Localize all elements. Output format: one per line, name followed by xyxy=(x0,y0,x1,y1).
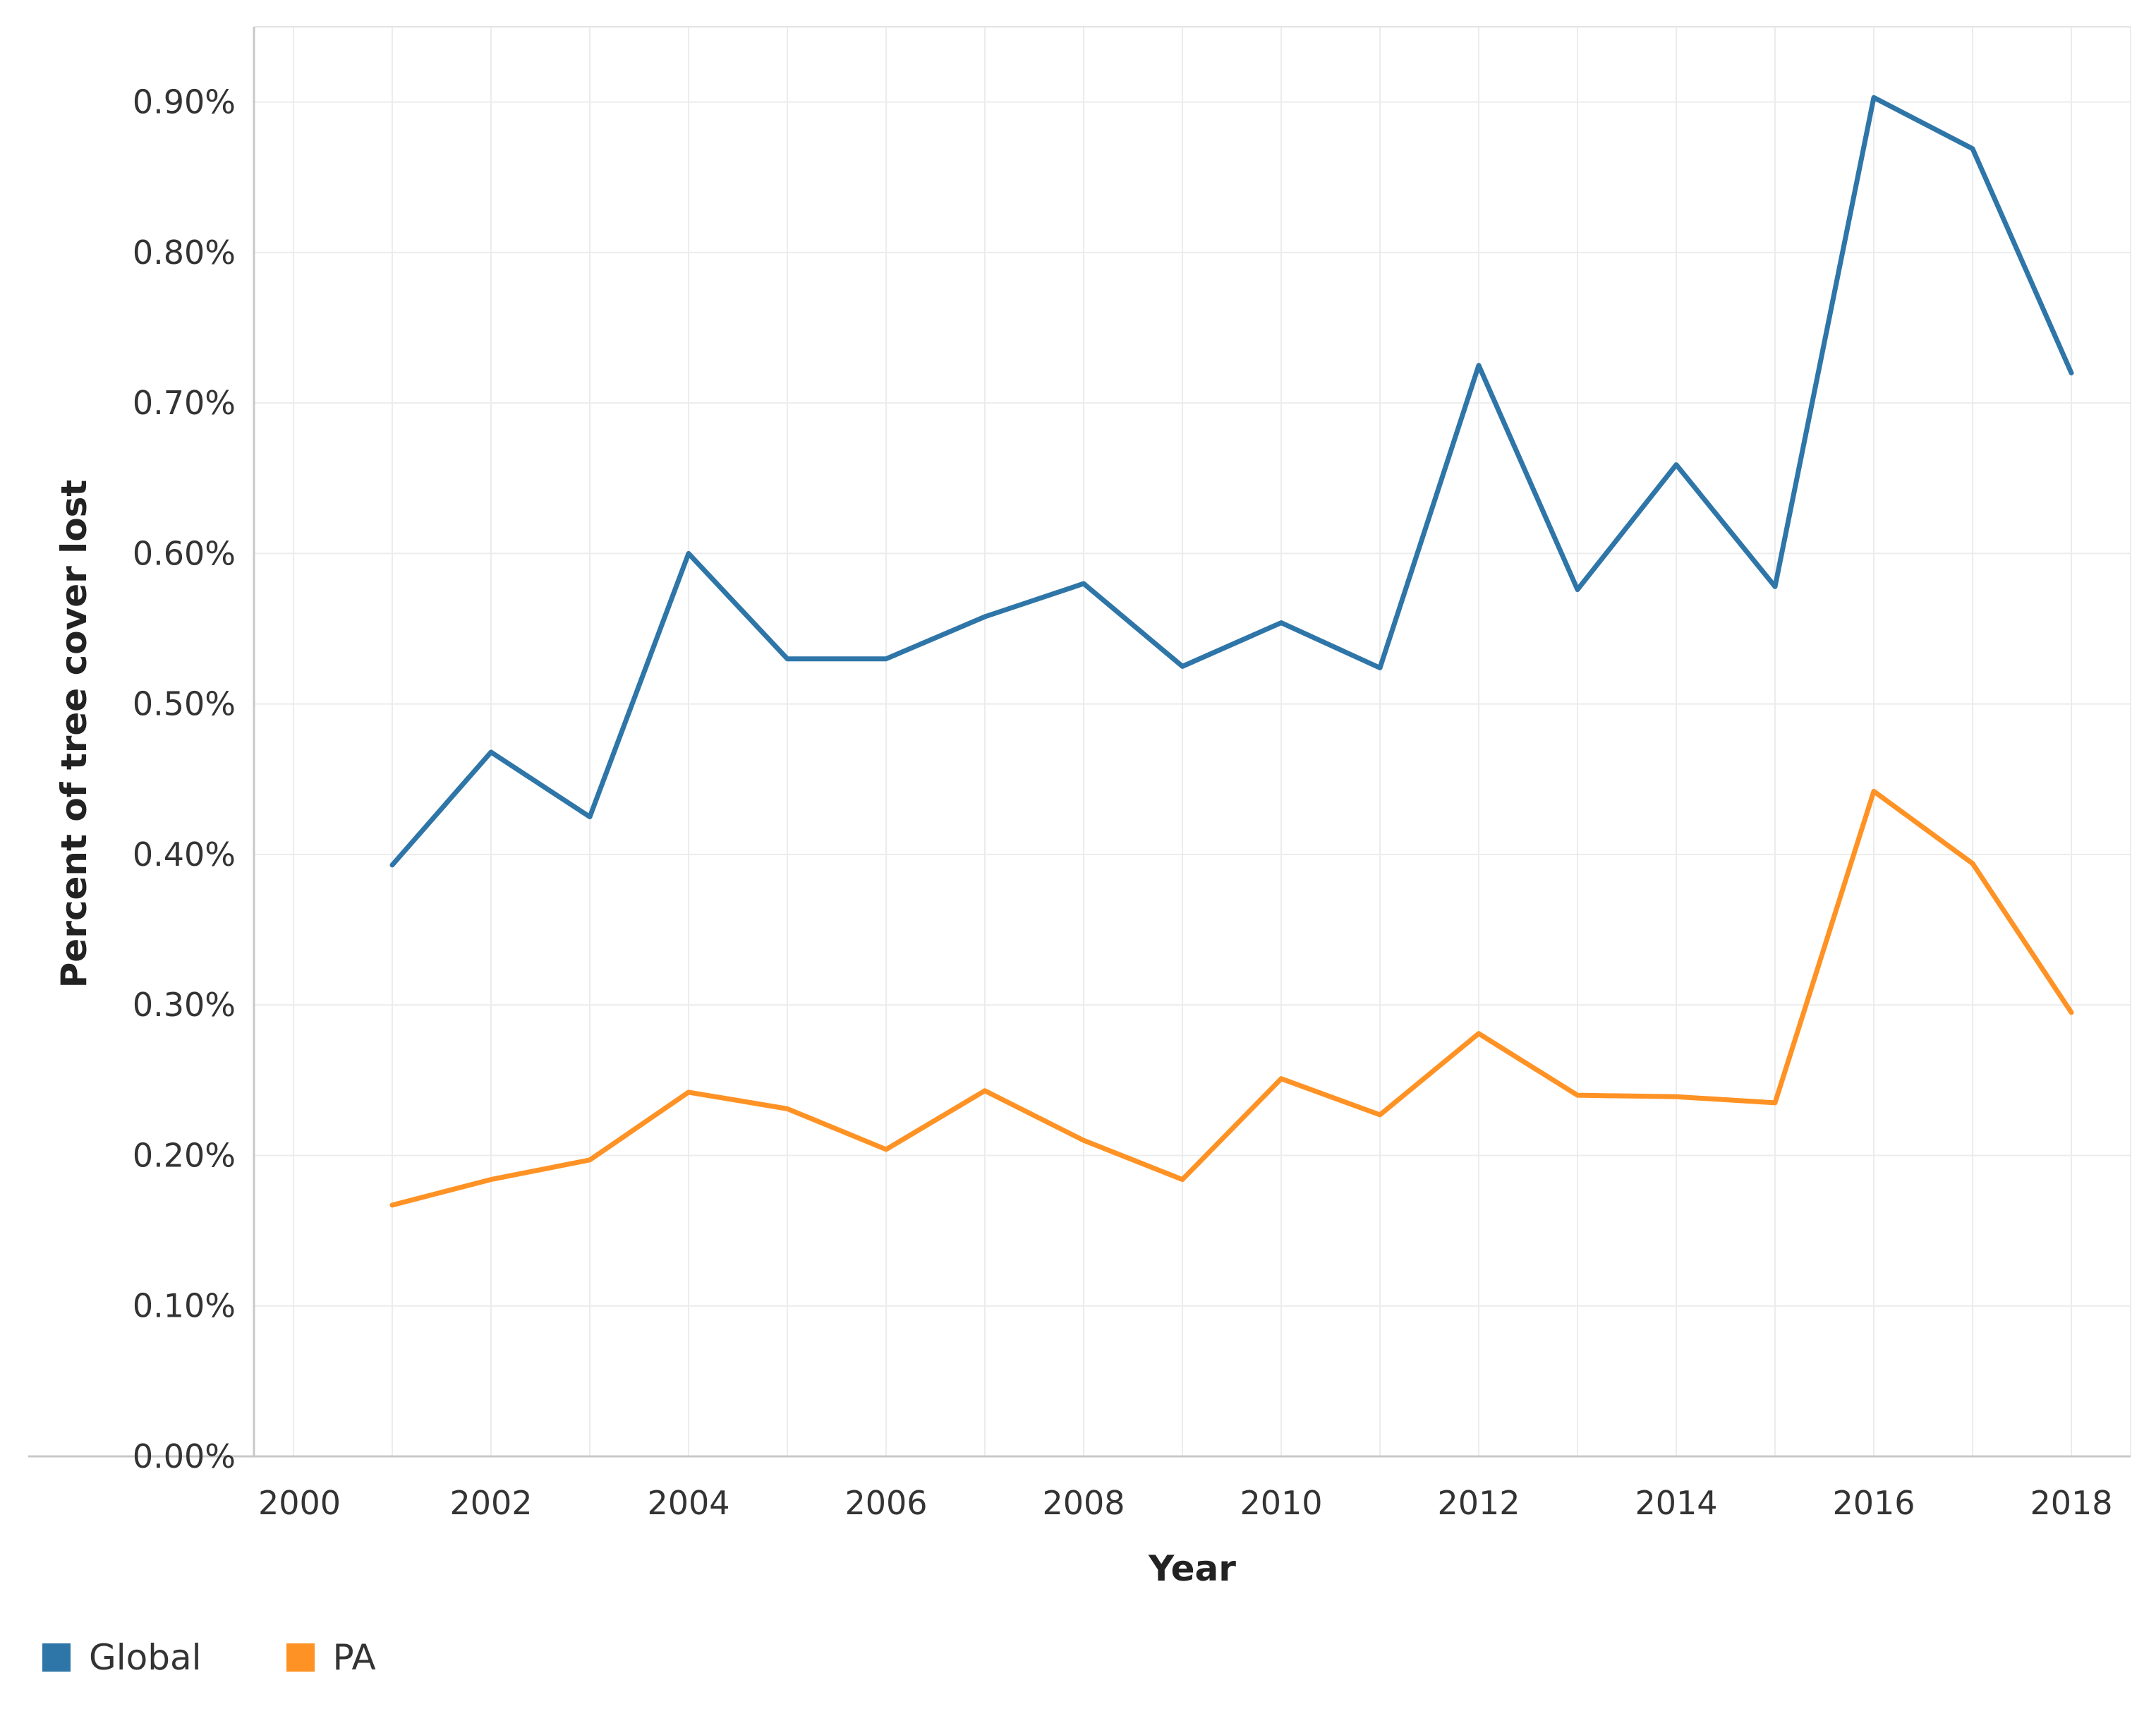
x-tick-label: 2018 xyxy=(2030,1484,2112,1522)
gridlines xyxy=(254,26,2131,1456)
x-tick-label: 2000 xyxy=(258,1484,341,1522)
series-lines xyxy=(389,95,2074,1208)
series-line-pa xyxy=(389,788,2074,1208)
legend-label-global: Global xyxy=(89,1637,202,1678)
y-tick-label: 0.10% xyxy=(133,1287,236,1325)
y-tick-labels: 0.00% 0.10% 0.20% 0.30% 0.40% 0.50% 0.60% 0.70%… xyxy=(133,83,236,1475)
x-tick-label: 2002 xyxy=(449,1484,532,1522)
x-tick-labels: 2000 2002 2004 2006 2008 2010 2012 2014 2016 2018 xyxy=(258,1484,2113,1522)
y-tick-label: 0.20% xyxy=(133,1136,236,1174)
legend-item-global[interactable]: Global xyxy=(42,1637,202,1678)
x-axis-title: Year xyxy=(1148,1548,1236,1589)
series-line-global xyxy=(389,95,2074,868)
y-tick-label: 0.30% xyxy=(133,986,236,1024)
x-tick-label: 2008 xyxy=(1042,1484,1125,1522)
x-tick-label: 2012 xyxy=(1437,1484,1520,1522)
y-tick-label: 0.90% xyxy=(133,83,236,121)
legend-label-pa: PA xyxy=(332,1637,376,1678)
legend-swatch-pa xyxy=(286,1643,315,1672)
y-tick-label: 0.70% xyxy=(133,384,236,422)
y-tick-label: 0.00% xyxy=(133,1437,236,1475)
x-tick-label: 2006 xyxy=(844,1484,927,1522)
y-axis-title: Percent of tree cover lost xyxy=(54,480,95,989)
legend-swatch-global xyxy=(42,1643,71,1672)
x-tick-label: 2016 xyxy=(1832,1484,1915,1522)
x-tick-label: 2004 xyxy=(647,1484,729,1522)
y-tick-label: 0.50% xyxy=(133,685,236,723)
legend-item-pa[interactable]: PA xyxy=(286,1637,376,1678)
axes xyxy=(28,27,2131,1458)
legend: Global PA xyxy=(42,1637,461,1678)
x-tick-label: 2014 xyxy=(1635,1484,1717,1522)
y-tick-label: 0.80% xyxy=(133,234,236,272)
y-tick-label: 0.60% xyxy=(133,534,236,572)
y-tick-label: 0.40% xyxy=(133,835,236,874)
x-tick-label: 2010 xyxy=(1240,1484,1322,1522)
